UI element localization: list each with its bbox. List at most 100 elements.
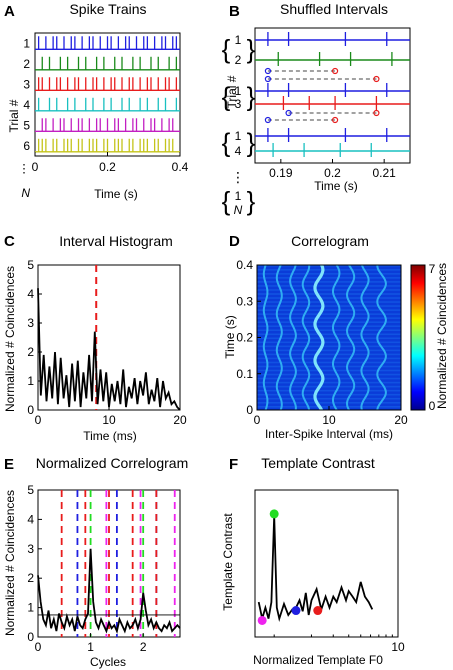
panel-d-colorbar-label: Normalized # Coincidences bbox=[435, 263, 449, 409]
heatmap-band bbox=[257, 357, 401, 360]
highlight-point bbox=[313, 606, 323, 616]
heatmap-band bbox=[257, 389, 401, 392]
x-tick-label: 20 bbox=[173, 413, 187, 427]
panel-d-label: D bbox=[229, 233, 240, 250]
x-tick-label: 0.4 bbox=[172, 160, 189, 174]
heatmap-band bbox=[257, 385, 401, 388]
heatmap-band bbox=[257, 341, 401, 344]
interval-end-dot bbox=[331, 67, 339, 75]
y-tick-label: 2 bbox=[27, 345, 34, 359]
trial-label: 3 bbox=[23, 77, 30, 91]
heatmap-band bbox=[257, 297, 401, 299]
panel-e-title: Normalized Correlogram bbox=[36, 455, 189, 471]
panel-c-chart: 0 10 20 0 1 2 3 4 5 bbox=[27, 258, 187, 427]
panel-f-ylabel: Template Contrast bbox=[221, 513, 235, 611]
panel-a-xlabel: Time (s) bbox=[94, 187, 138, 201]
interval-start-dot bbox=[285, 109, 292, 117]
panel-c-title: Interval Histogram bbox=[59, 233, 173, 249]
heatmap-band bbox=[257, 281, 401, 283]
heatmap-ridge bbox=[376, 265, 387, 410]
x-tick-label: 10 bbox=[102, 413, 116, 427]
trial-label: ⋮ bbox=[18, 161, 30, 175]
data-line bbox=[37, 288, 181, 411]
panel-b-xlabel: Time (s) bbox=[314, 179, 358, 193]
panel-d-title: Correlogram bbox=[291, 233, 369, 249]
heatmap-band bbox=[257, 293, 401, 295]
y-tick-label: 5 bbox=[27, 258, 34, 272]
panel-e-label: E bbox=[4, 456, 14, 473]
highlight-point bbox=[269, 509, 279, 519]
group-ellipsis: ⋮ bbox=[231, 169, 245, 185]
x-tick-label: 0 bbox=[35, 413, 42, 427]
heatmap-band bbox=[257, 325, 401, 328]
panel-f-title: Template Contrast bbox=[261, 455, 375, 471]
heatmap-band bbox=[257, 393, 401, 396]
heatmap-ridge bbox=[360, 265, 370, 410]
heatmap-band bbox=[257, 305, 401, 307]
heatmap-band bbox=[257, 345, 401, 348]
heatmap-band bbox=[257, 309, 401, 311]
heatmap-band bbox=[257, 333, 401, 336]
panel-a-label: A bbox=[4, 3, 15, 20]
panel-f-chart: 10 bbox=[254, 489, 405, 654]
heatmap-band bbox=[257, 361, 401, 364]
y-tick-label: 3 bbox=[27, 542, 34, 556]
y-tick-label: 0.3 bbox=[236, 294, 253, 308]
x-tick-label: 1 bbox=[87, 640, 94, 654]
heatmap-band bbox=[257, 329, 401, 332]
heatmap-band bbox=[257, 365, 401, 368]
y-tick-label: 4 bbox=[27, 287, 34, 301]
y-tick-label: 0.1 bbox=[236, 367, 253, 381]
heatmap-band bbox=[257, 289, 401, 291]
group-brace: } bbox=[247, 128, 256, 158]
x-tick-label: 20 bbox=[394, 413, 408, 427]
x-tick-label: 2 bbox=[140, 640, 147, 654]
panel-d-ylabel: Time (s) bbox=[223, 315, 237, 359]
group-brace: { bbox=[222, 34, 231, 64]
heatmap-band bbox=[257, 273, 401, 275]
group-bottom-label: 4 bbox=[235, 144, 242, 158]
heatmap-ridge bbox=[275, 265, 283, 410]
panel-f-xlabel: Normalized Template F0 bbox=[253, 653, 383, 667]
panel-f-label: F bbox=[229, 456, 238, 473]
panel-b-title: Shuffled Intervals bbox=[280, 1, 388, 17]
panel-c-ylabel: Normalized # Coincidences bbox=[3, 266, 17, 412]
panel-c-xlabel: Time (ms) bbox=[83, 429, 137, 443]
y-tick-label: 0 bbox=[27, 630, 34, 644]
heatmap-band bbox=[257, 349, 401, 352]
heatmap-ridge bbox=[332, 265, 341, 410]
x-tick-label: 0.19 bbox=[269, 166, 293, 180]
group-brace: } bbox=[247, 34, 256, 64]
x-tick-label: 10 bbox=[391, 640, 405, 654]
group-bottom-label: 3 bbox=[235, 97, 242, 111]
trial-label: 2 bbox=[23, 57, 30, 71]
x-tick-label: 0.2 bbox=[99, 160, 116, 174]
y-tick-label: 1 bbox=[27, 601, 34, 615]
interval-end-dot bbox=[373, 75, 380, 83]
panel-b-chart: {12}{13}{14}⋮{1N}0.19 0.2 0.21 bbox=[222, 27, 411, 217]
group-top-label: 1 bbox=[235, 189, 242, 203]
x-tick-label: 0.2 bbox=[324, 166, 341, 180]
trial-label: 4 bbox=[23, 98, 30, 112]
y-tick-label: 1 bbox=[27, 374, 34, 388]
heatmap-band bbox=[257, 321, 401, 323]
y-tick-label: 2 bbox=[27, 571, 34, 585]
heatmap-band bbox=[257, 401, 401, 404]
y-tick-label: 0.4 bbox=[236, 258, 253, 272]
panel-a-ylabel: Trial # bbox=[7, 99, 21, 132]
trial-label: 1 bbox=[23, 36, 30, 50]
heatmap-ridge bbox=[345, 265, 356, 410]
panel-d-chart: 0 10 20 0 0.1 0.2 0.3 0.4 7 0 bbox=[236, 258, 435, 427]
panel-e-chart: 0 1 2 0 1 2 3 4 5 bbox=[27, 483, 181, 654]
panel-e-xlabel: Cycles bbox=[90, 655, 126, 669]
panel-f-axes bbox=[254, 489, 399, 638]
trial-label: N bbox=[21, 186, 30, 200]
interval-start-dot bbox=[264, 67, 272, 75]
heatmap-ridge bbox=[313, 265, 325, 410]
interval-start-dot bbox=[264, 75, 272, 83]
interval-start-dot bbox=[264, 116, 272, 124]
group-brace: } bbox=[247, 186, 256, 216]
x-tick-label: 0 bbox=[32, 160, 39, 174]
group-bottom-label: 2 bbox=[235, 53, 242, 67]
y-tick-label: 0 bbox=[27, 403, 34, 417]
